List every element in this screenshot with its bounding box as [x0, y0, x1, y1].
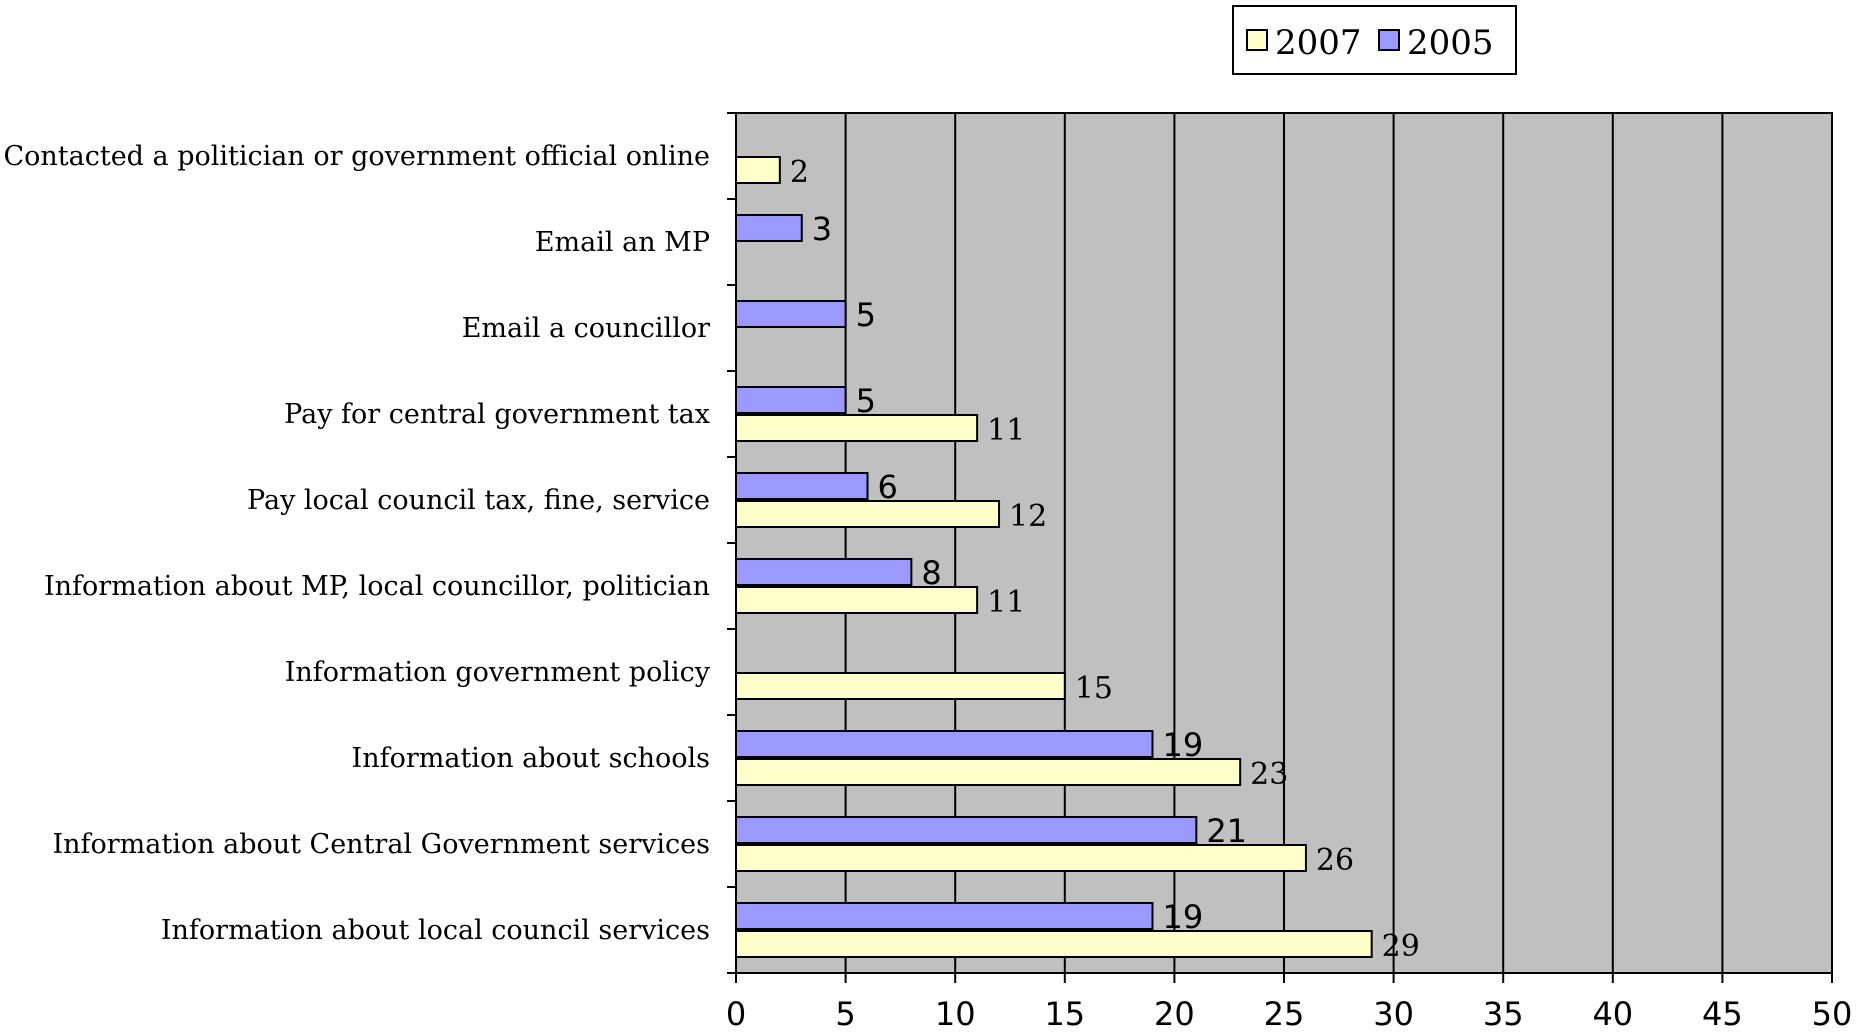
x-tick-label: 50: [1812, 995, 1853, 1033]
bar-2007: [735, 414, 979, 442]
category-label: Email a councillor: [462, 313, 710, 344]
data-label-2007: 29: [1382, 929, 1420, 964]
data-label-2005: 21: [1206, 812, 1247, 850]
x-tick-label: 20: [1154, 995, 1195, 1033]
legend-swatch-2005: [1378, 29, 1400, 51]
category-label: Pay local council tax, fine, service: [247, 485, 710, 516]
category-label: Information government policy: [285, 657, 711, 688]
x-tick-label: 40: [1592, 995, 1633, 1033]
x-tick-label: 45: [1702, 995, 1743, 1033]
bar-2005: [735, 472, 869, 500]
data-label-2007: 12: [1009, 499, 1047, 534]
bar-2005: [735, 902, 1154, 930]
legend-swatch-2007: [1246, 29, 1268, 51]
x-tick-label: 10: [935, 995, 976, 1033]
category-label: Information about MP, local councillor, …: [44, 571, 710, 602]
bar-2005: [735, 300, 847, 328]
bar-2005: [735, 558, 913, 586]
category-label: Information about Central Government ser…: [52, 829, 710, 860]
bar-2005: [735, 730, 1154, 758]
data-label-2007: 23: [1250, 757, 1288, 792]
data-label-2005: 5: [856, 296, 876, 334]
bar-2007: [735, 844, 1307, 872]
x-tick-label: 0: [726, 995, 746, 1033]
category-label: Contacted a politician or government off…: [3, 141, 710, 172]
bar-2005: [735, 214, 803, 242]
category-label: Email an MP: [535, 227, 710, 258]
x-tick-label: 5: [835, 995, 855, 1033]
data-label-2005: 3: [812, 210, 832, 248]
bar-2007: [735, 930, 1373, 958]
bar-2005: [735, 816, 1198, 844]
data-label-2007: 15: [1075, 671, 1113, 706]
x-tick-label: 15: [1044, 995, 1085, 1033]
data-label-2005: 19: [1162, 898, 1203, 936]
category-label: Information about schools: [352, 743, 710, 774]
category-label: Information about local council services: [161, 915, 710, 946]
bar-2007: [735, 758, 1242, 786]
data-label-2007: 11: [987, 413, 1025, 448]
bar-2007: [735, 672, 1066, 700]
legend-label-2005: 2005: [1407, 23, 1494, 63]
bar-2007: [735, 586, 979, 614]
x-tick-label: 30: [1373, 995, 1414, 1033]
data-label-2007: 11: [987, 585, 1025, 620]
category-label: Pay for central government tax: [284, 399, 710, 430]
data-label-2005: 8: [921, 554, 941, 592]
x-tick-label: 25: [1264, 995, 1305, 1033]
bar-2007: [735, 500, 1001, 528]
data-label-2007: 2: [790, 155, 809, 190]
data-label-2007: 26: [1316, 843, 1354, 878]
x-tick-label: 35: [1483, 995, 1524, 1033]
data-label-2005: 19: [1162, 726, 1203, 764]
bar-2007: [735, 156, 781, 184]
data-label-2005: 5: [856, 382, 876, 420]
legend-box: [1232, 5, 1517, 75]
data-label-2005: 6: [878, 468, 898, 506]
legend-label-2007: 2007: [1275, 23, 1362, 63]
bar-2005: [735, 386, 847, 414]
